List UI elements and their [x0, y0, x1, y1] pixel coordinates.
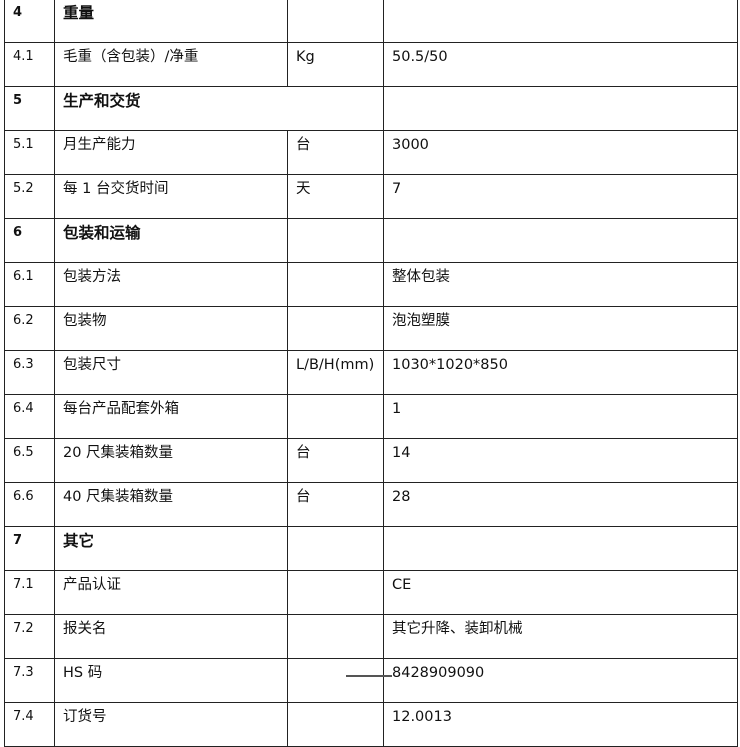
cell-unit: 台	[287, 482, 384, 527]
cell-no: 6.6	[4, 482, 55, 527]
table-row: 6.5 20 尺集装箱数量台 14	[4, 438, 738, 483]
cell-name: 每 1 台交货时间	[54, 174, 288, 219]
cell-no: 6	[4, 218, 55, 263]
cell-value: 泡泡塑膜	[383, 306, 738, 351]
cell-no: 6.2	[4, 306, 55, 351]
cell-no: 7.3	[4, 658, 55, 703]
cell-unit	[287, 306, 384, 351]
cell-value: 3000	[383, 130, 738, 175]
cell-unit: 台	[287, 438, 384, 483]
cell-value: 28	[383, 482, 738, 527]
cell-name: 包装方法	[54, 262, 288, 307]
cell-value	[383, 526, 738, 571]
cell-value: 50.5/50	[383, 42, 738, 87]
table-row: 6.4 每台产品配套外箱 1	[4, 394, 738, 439]
cell-name: 包装尺寸	[54, 350, 288, 395]
cell-name: 生产和交货	[54, 86, 384, 131]
cell-no: 6.1	[4, 262, 55, 307]
table-row: 6.3 包装尺寸 L/B/H(mm) 1030*1020*850	[4, 350, 738, 395]
cell-unit	[287, 614, 384, 659]
cell-unit	[287, 394, 384, 439]
cell-value: 其它升降、装卸机械	[383, 614, 738, 659]
cell-name: 月生产能力	[54, 130, 288, 175]
cell-no: 4	[4, 0, 55, 43]
section-row: 7 其它	[4, 526, 738, 571]
cell-no: 6.3	[4, 350, 55, 395]
cell-name: 20 尺集装箱数量	[54, 438, 288, 483]
cell-no: 4.1	[4, 42, 55, 87]
cell-value: 12.0013	[383, 702, 738, 747]
cell-name: 报关名	[54, 614, 288, 659]
cell-unit: Kg	[287, 42, 384, 87]
cell-name: 40 尺集装箱数量	[54, 482, 288, 527]
cell-no: 6.4	[4, 394, 55, 439]
cell-name: 毛重（含包装）/净重	[54, 42, 288, 87]
cell-unit	[287, 218, 384, 263]
cell-value: 整体包装	[383, 262, 738, 307]
cell-unit: 天	[287, 174, 384, 219]
cell-name: 其它	[54, 526, 288, 571]
section-row: 5 生产和交货	[4, 86, 738, 131]
cell-no: 5.2	[4, 174, 55, 219]
cell-value: CE	[383, 570, 738, 615]
cell-unit: L/B/H(mm)	[287, 350, 384, 395]
section-row: 4 重量	[4, 0, 738, 43]
cell-value: 1	[383, 394, 738, 439]
cell-unit	[287, 526, 384, 571]
cell-no: 7.1	[4, 570, 55, 615]
cell-unit: 台	[287, 130, 384, 175]
cell-name: 每台产品配套外箱	[54, 394, 288, 439]
cell-name: 重量	[54, 0, 288, 43]
cell-value	[383, 218, 738, 263]
cell-value: 14	[383, 438, 738, 483]
cell-unit	[287, 570, 384, 615]
table-row: 7.4 订货号 12.0013	[4, 702, 738, 747]
table-row: 7.1 产品认证 CE	[4, 570, 738, 615]
cell-name: 包装和运输	[54, 218, 288, 263]
spec-table: 4 重量 4.1 毛重（含包装）/净重 Kg 50.5/50 5 生产和交货 5.1 月生产能力台…	[4, 0, 738, 747]
cell-unit	[287, 0, 384, 43]
cell-unit	[287, 702, 384, 747]
table-row: 6.2 包装物 泡泡塑膜	[4, 306, 738, 351]
cell-name: HS 码	[54, 658, 288, 703]
table-row: 6.6 40 尺集装箱数量台 28	[4, 482, 738, 527]
cell-value: 1030*1020*850	[383, 350, 738, 395]
section-row: 6 包装和运输	[4, 218, 738, 263]
table-row: 4.1 毛重（含包装）/净重 Kg 50.5/50	[4, 42, 738, 87]
table-row: 7.2 报关名 其它升降、装卸机械	[4, 614, 738, 659]
cell-name: 订货号	[54, 702, 288, 747]
page-tab-marker	[346, 675, 392, 677]
cell-no: 7.2	[4, 614, 55, 659]
cell-no: 7.4	[4, 702, 55, 747]
cell-unit	[287, 262, 384, 307]
cell-no: 5.1	[4, 130, 55, 175]
table-row: 7.3 HS 码 8428909090	[4, 658, 738, 703]
cell-unit	[287, 658, 384, 703]
cell-no: 7	[4, 526, 55, 571]
table-row: 6.1 包装方法 整体包装	[4, 262, 738, 307]
cell-value	[383, 0, 738, 43]
table-row: 5.2 每 1 台交货时间天 7	[4, 174, 738, 219]
cell-name: 产品认证	[54, 570, 288, 615]
cell-value: 7	[383, 174, 738, 219]
table-row: 5.1 月生产能力台 3000	[4, 130, 738, 175]
cell-value: 8428909090	[383, 658, 738, 703]
cell-no: 5	[4, 86, 55, 131]
cell-no: 6.5	[4, 438, 55, 483]
cell-value	[383, 86, 738, 131]
cell-name: 包装物	[54, 306, 288, 351]
